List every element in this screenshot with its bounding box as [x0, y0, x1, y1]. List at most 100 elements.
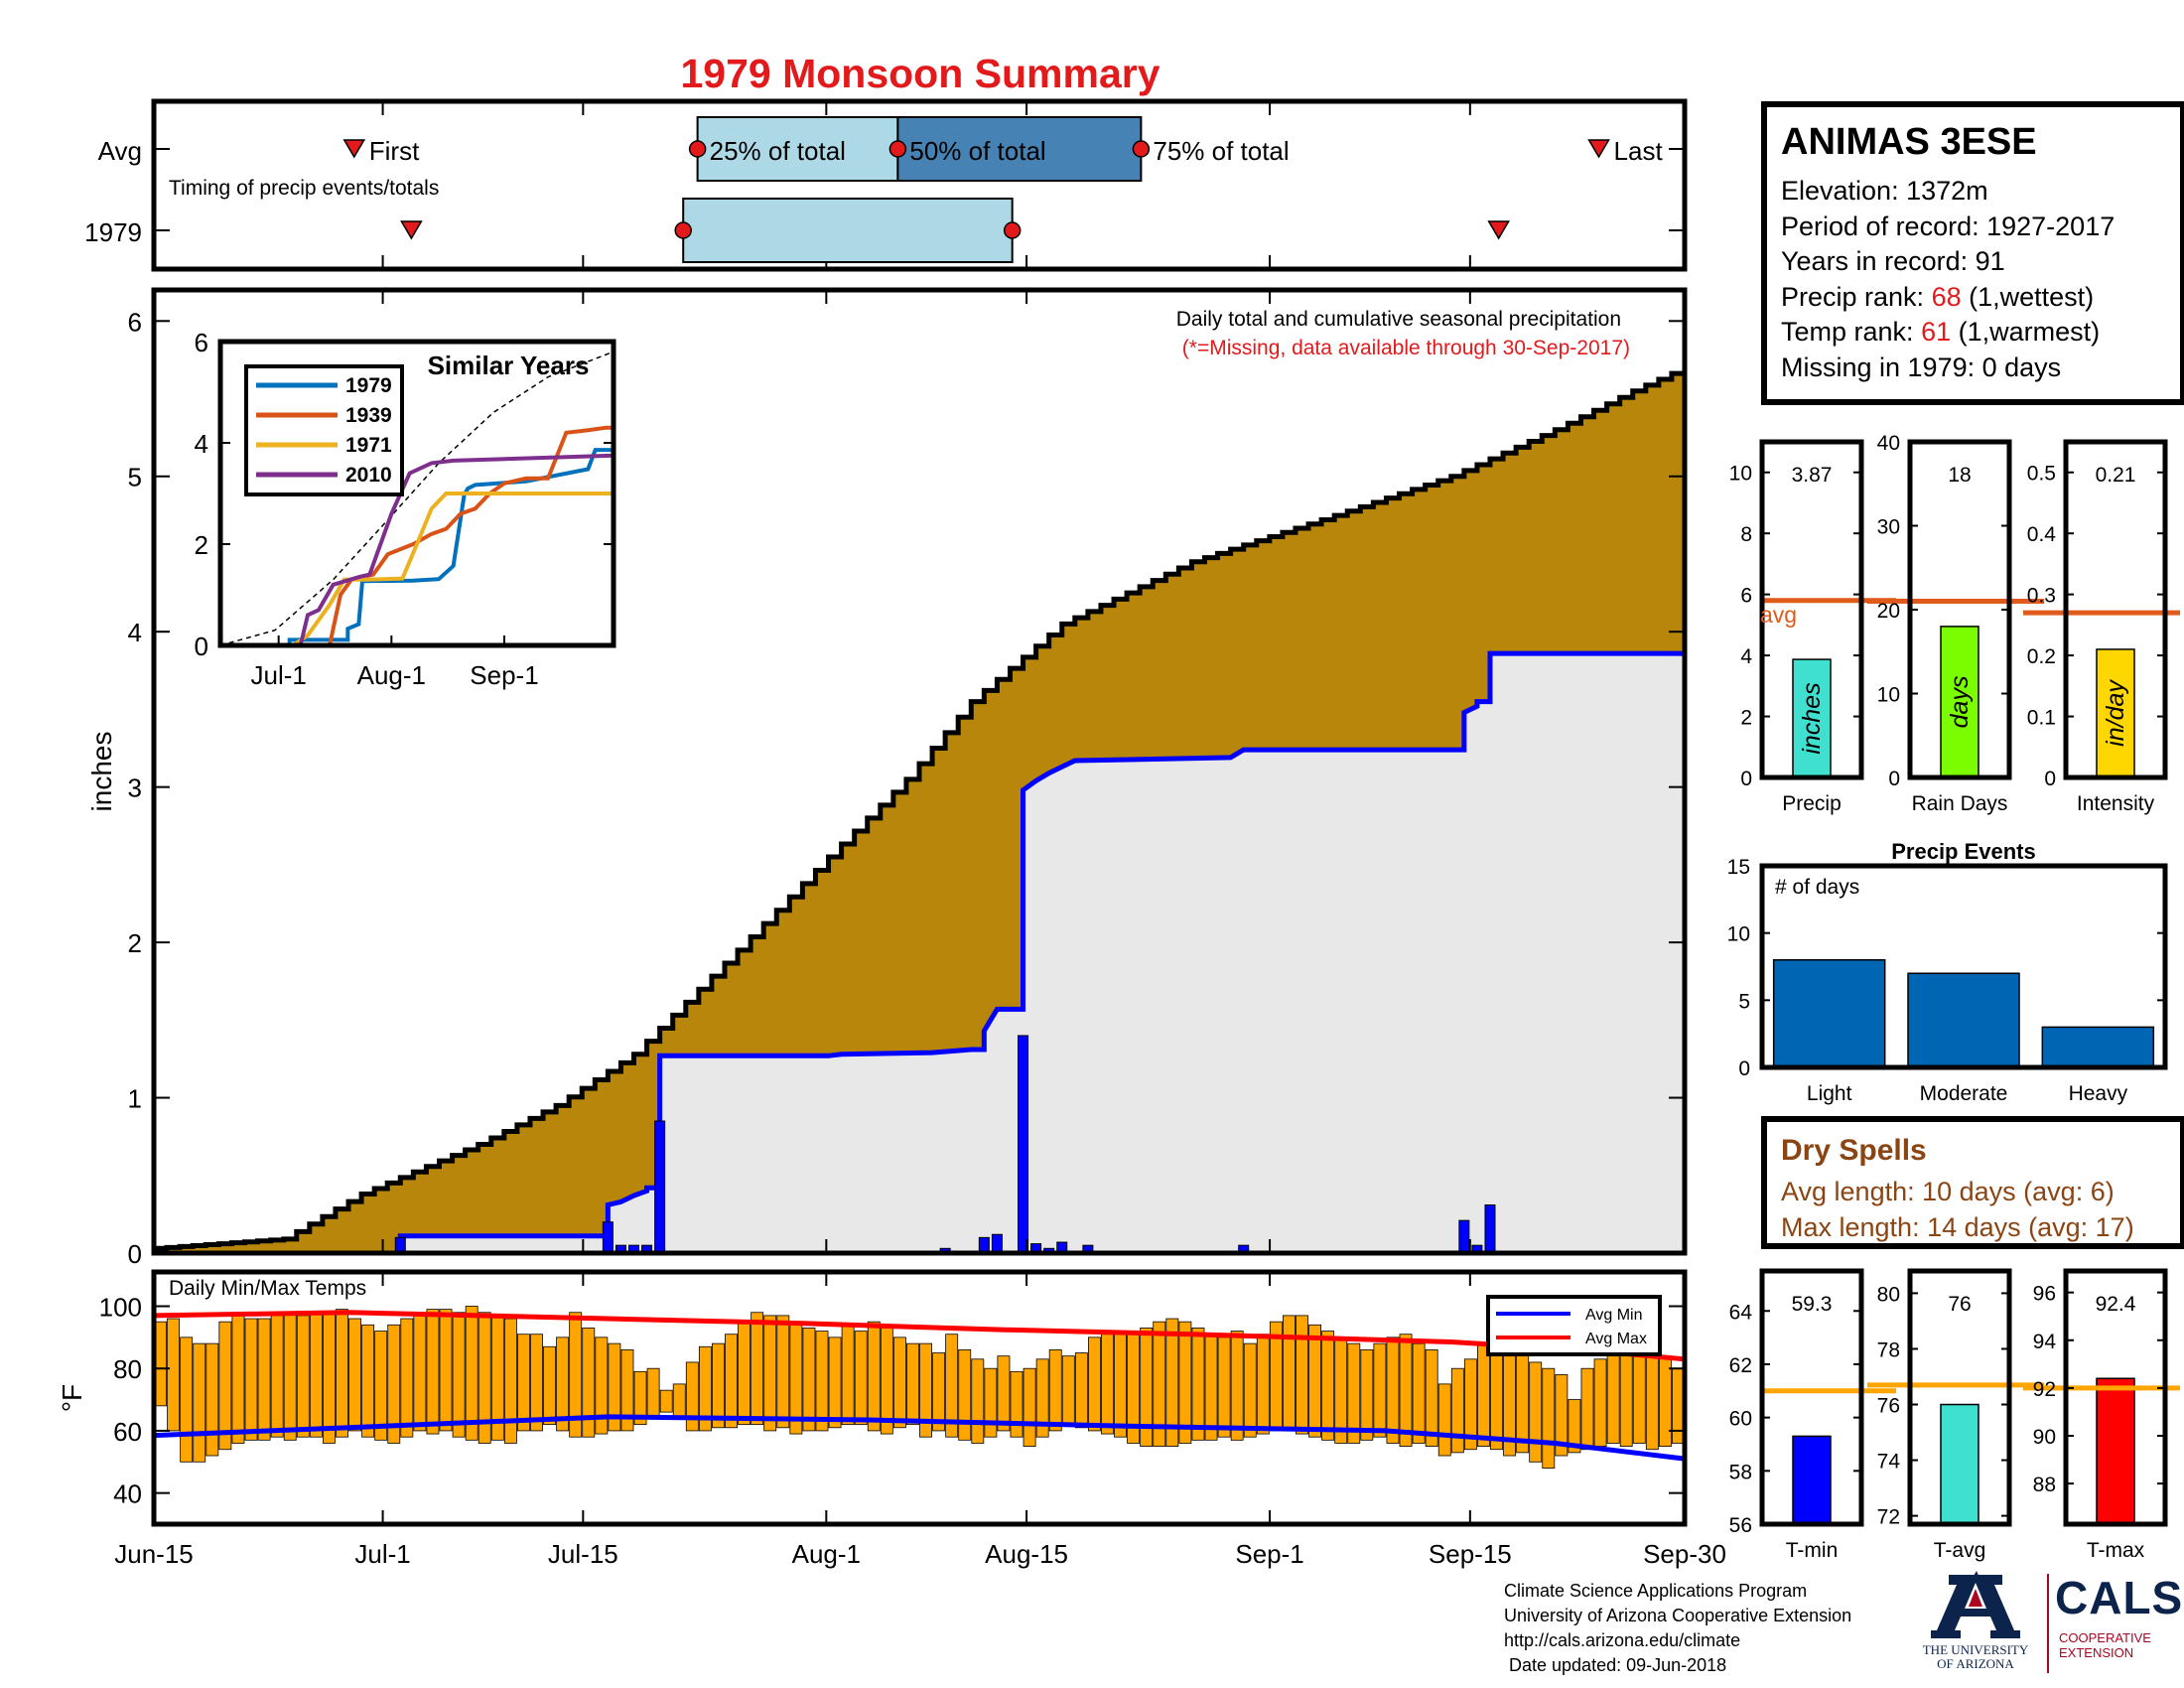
tmax-value-label: 92.4 [2096, 1293, 2136, 1316]
temp-annotation: Daily Min/Max Temps [169, 1277, 366, 1300]
daily-temp-bar [1153, 1321, 1166, 1448]
date-x-tick-label: Sep-1 [1235, 1539, 1303, 1569]
daily-temp-bar [1114, 1331, 1127, 1438]
daily-temp-bar [1256, 1334, 1270, 1435]
avg-quartile-box-high [896, 116, 1143, 182]
daily-temp-bar [543, 1345, 557, 1426]
date-x-tick-label: Sep-30 [1643, 1539, 1726, 1569]
daily-temp-bar [595, 1336, 609, 1435]
precip_total-value-label: 3.87 [1792, 464, 1833, 487]
daily-temp-bar [1178, 1321, 1192, 1444]
timing-row-label: 1979 [84, 217, 142, 247]
temp-rank-prefix: Temp rank: [1781, 317, 1922, 347]
daily-temp-bar [945, 1334, 959, 1438]
date-x-tick-label: Jul-15 [548, 1539, 618, 1569]
events-y-tick-label: 5 [1738, 990, 1750, 1013]
avg-q25-marker [688, 140, 707, 158]
daily-temp-bar [465, 1306, 478, 1441]
daily-precip-bar [991, 1233, 1003, 1254]
daily-temp-bar [218, 1321, 232, 1451]
daily-temp-bar [1087, 1336, 1101, 1432]
events-y-tick-label: 0 [1738, 1057, 1750, 1080]
footer-line-date: Date updated: 09-Jun-2018 [1504, 1655, 1727, 1675]
tmin-bar [1792, 1435, 1832, 1525]
daily-temp-bar [322, 1312, 336, 1444]
daily-temp-bar [1450, 1367, 1464, 1454]
temp-y-tick-label: 40 [113, 1479, 142, 1509]
daily-temp-bar [1048, 1348, 1062, 1432]
daily-temp-bar [1386, 1336, 1400, 1444]
dry-spells-title: Dry Spells [1781, 1134, 1927, 1167]
daily-temp-bar [841, 1324, 855, 1426]
precip-y-tick-label: 4 [128, 618, 142, 647]
daily-temp-bar [906, 1342, 919, 1426]
inset-y-tick-label: 0 [195, 632, 208, 661]
daily-temp-bar [1542, 1367, 1556, 1469]
cals-logo-text: CALS [2055, 1572, 2184, 1623]
avg-quartile-box-low [696, 116, 899, 182]
precip_total-y-tick-label: 6 [1740, 585, 1752, 608]
daily-temp-bar [1580, 1367, 1594, 1451]
avg-q50-label: 50% of total [909, 136, 1045, 166]
daily-temp-bar [1230, 1331, 1244, 1441]
precip-y-axis-label: inches [86, 732, 117, 812]
daily-temp-bar [167, 1318, 181, 1432]
date-x-tick-label: Aug-15 [985, 1539, 1068, 1569]
precip_total-frame [1759, 439, 1864, 780]
rain_days-y-tick-label: 30 [1877, 516, 1900, 539]
events-y-tick-label: 10 [1727, 923, 1750, 946]
daily-temp-bar [1282, 1315, 1296, 1432]
daily-temp-bar [1606, 1345, 1620, 1444]
daily-temp-bar [193, 1342, 206, 1463]
daily-temp-bar [1555, 1374, 1569, 1457]
precip-y-tick-label: 5 [128, 463, 142, 492]
avg-last-label: Last [1614, 136, 1664, 166]
temp-y-tick-label: 80 [113, 1354, 142, 1384]
legend-avg-min-label: Avg Min [1585, 1307, 1643, 1324]
daily-temp-bar [452, 1312, 466, 1438]
1979-q75-marker [1003, 221, 1022, 239]
precip-note: Daily total and cumulative seasonal prec… [1176, 308, 1621, 331]
tmax-frame [2063, 1268, 2168, 1527]
tavg-y-tick-label: 78 [1877, 1338, 1900, 1361]
date-x-tick-label: Aug-1 [792, 1539, 861, 1569]
daily-temp-bar [971, 1358, 985, 1444]
event-category-label: Moderate [1920, 1082, 2008, 1105]
temp-panel-frame [151, 1269, 1688, 1527]
dry-spells-avg-length: Avg length: 10 days (avg: 6) [1781, 1177, 2115, 1206]
dry-spells-max-length: Max length: 14 days (avg: 17) [1781, 1212, 2134, 1242]
timing-row-label: Avg [98, 136, 142, 166]
rain_days-axis-label: Rain Days [1912, 792, 2008, 815]
rain_days-value-label: 18 [1948, 464, 1971, 487]
daily-temp-bar [283, 1312, 297, 1441]
events-frame [1759, 863, 2168, 1070]
rain_days-y-tick-label: 10 [1877, 684, 1900, 707]
precip_total-y-tick-label: 8 [1740, 523, 1752, 546]
event-bar-heavy [2041, 1026, 2155, 1068]
missing-days-label: Missing in 1979: 0 days [1781, 352, 2062, 382]
chart-title: 1979 Monsoon Summary [680, 51, 1160, 96]
temp-legend-box [1486, 1295, 1662, 1356]
footer-line-url: http://cals.arizona.edu/climate [1504, 1630, 1741, 1650]
timing-panel-frame [151, 98, 1688, 272]
precip-y-tick-label: 1 [128, 1084, 142, 1114]
event-bar-light [1772, 958, 1886, 1068]
daily-temp-bar [426, 1309, 440, 1435]
temp-rank-suffix: (1,warmest) [1951, 317, 2101, 347]
daily-temp-bar [1010, 1370, 1024, 1438]
daily-temp-bar [180, 1336, 194, 1463]
daily-temp-bar [1399, 1334, 1413, 1448]
daily-temp-bar [738, 1321, 751, 1426]
daily-temp-bar [348, 1318, 361, 1432]
inset-series-2010 [220, 453, 614, 647]
daily-precip-bar [602, 1221, 614, 1254]
avg-first-label: First [369, 136, 420, 166]
temp-rank-value: 61 [1921, 317, 1952, 347]
daily-temp-bar [1632, 1342, 1646, 1444]
legend-avg-max-label: Avg Max [1585, 1331, 1647, 1347]
dry-spells-box: Dry Spells Avg length: 10 days (avg: 6) … [1761, 1116, 2184, 1249]
temp-y-tick-label: 60 [113, 1417, 142, 1447]
date-x-tick-label: Jun-15 [114, 1539, 194, 1569]
daily-temp-bar [854, 1331, 868, 1426]
